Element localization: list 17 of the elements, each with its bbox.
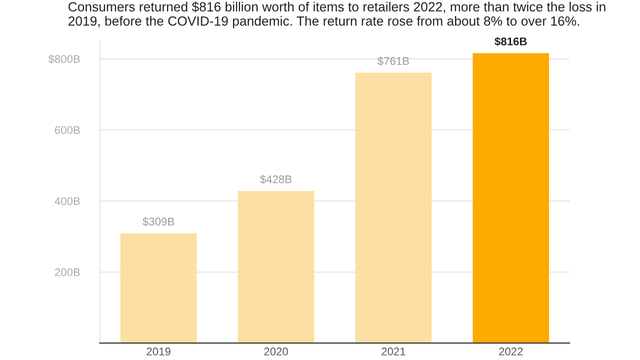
y-tick-label: $800B <box>48 54 80 64</box>
chart-title: Consumers returned $816 billion worth of items to retailers 2022, more than twice the loss in 2019, before the COVID-19 pandemic. The return rate rose from about 8% to over 16%. <box>68 2 606 28</box>
bar <box>238 190 314 344</box>
data-label: $816B <box>494 37 527 46</box>
x-tick-label: 2021 <box>382 348 406 356</box>
y-tick-label: 600B <box>55 126 80 134</box>
x-tick-label: 2020 <box>264 348 288 356</box>
y-tick-label: 400B <box>54 197 80 206</box>
bar <box>472 53 550 344</box>
y-tick-label: 200B <box>55 268 80 276</box>
bar <box>355 72 432 344</box>
data-label: $761B <box>377 56 409 66</box>
x-tick-label: 2022 <box>499 348 523 356</box>
data-label: $428B <box>260 174 292 184</box>
bar <box>120 233 197 344</box>
x-tick-label: 2019 <box>146 348 170 356</box>
data-label: $309B <box>142 217 174 226</box>
